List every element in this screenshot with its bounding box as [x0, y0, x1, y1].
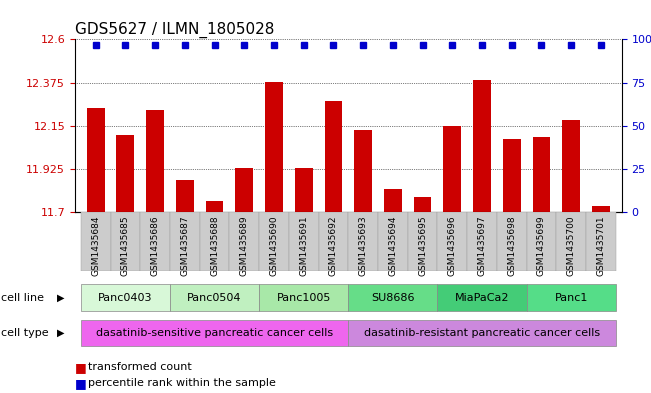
Text: Panc0403: Panc0403	[98, 293, 152, 303]
Bar	[378, 212, 408, 271]
Bar	[117, 135, 134, 212]
Text: GDS5627 / ILMN_1805028: GDS5627 / ILMN_1805028	[75, 22, 274, 38]
Text: dasatinib-sensitive pancreatic cancer cells: dasatinib-sensitive pancreatic cancer ce…	[96, 328, 333, 338]
Bar	[473, 80, 491, 212]
Text: GSM1435690: GSM1435690	[270, 215, 279, 276]
Text: GSM1435699: GSM1435699	[537, 215, 546, 276]
Bar	[467, 212, 497, 271]
Text: GSM1435694: GSM1435694	[389, 215, 397, 275]
Bar	[557, 212, 586, 271]
Bar	[206, 201, 223, 212]
Bar	[437, 285, 527, 311]
Text: transformed count: transformed count	[88, 362, 191, 373]
Text: GSM1435700: GSM1435700	[566, 215, 575, 276]
Bar	[503, 139, 521, 212]
Text: dasatinib-resistant pancreatic cancer cells: dasatinib-resistant pancreatic cancer ce…	[364, 328, 600, 338]
Bar	[146, 110, 164, 212]
Bar	[87, 108, 105, 212]
Bar	[200, 212, 229, 271]
Text: Panc1005: Panc1005	[277, 293, 331, 303]
Text: GSM1435698: GSM1435698	[507, 215, 516, 276]
Text: ■: ■	[75, 361, 87, 374]
Bar	[229, 212, 259, 271]
Text: GSM1435687: GSM1435687	[180, 215, 189, 276]
Text: GSM1435697: GSM1435697	[478, 215, 486, 276]
Bar	[265, 82, 283, 212]
Bar	[295, 168, 312, 212]
Bar	[111, 212, 140, 271]
Text: GSM1435701: GSM1435701	[596, 215, 605, 276]
Bar	[562, 120, 580, 212]
Bar	[413, 197, 432, 212]
Bar	[81, 285, 170, 311]
Bar	[348, 320, 616, 346]
Text: ■: ■	[75, 376, 87, 390]
Text: GSM1435688: GSM1435688	[210, 215, 219, 276]
Bar	[324, 101, 342, 212]
Bar	[170, 212, 200, 271]
Text: Panc1: Panc1	[555, 293, 588, 303]
Text: cell line: cell line	[1, 293, 44, 303]
Bar	[527, 212, 557, 271]
Bar	[289, 212, 318, 271]
Bar	[443, 126, 461, 212]
Text: GSM1435693: GSM1435693	[359, 215, 368, 276]
Bar	[527, 285, 616, 311]
Bar	[348, 212, 378, 271]
Text: ▶: ▶	[57, 328, 64, 338]
Bar	[384, 189, 402, 212]
Text: GSM1435692: GSM1435692	[329, 215, 338, 275]
Bar	[81, 212, 111, 271]
Bar	[354, 130, 372, 212]
Text: GSM1435695: GSM1435695	[418, 215, 427, 276]
Bar	[259, 212, 289, 271]
Bar	[592, 206, 610, 212]
Text: GSM1435684: GSM1435684	[91, 215, 100, 275]
Text: percentile rank within the sample: percentile rank within the sample	[88, 378, 276, 388]
Bar	[259, 285, 348, 311]
Bar	[81, 320, 348, 346]
Bar	[586, 212, 616, 271]
Text: GSM1435691: GSM1435691	[299, 215, 308, 276]
Bar	[140, 212, 170, 271]
Text: cell type: cell type	[1, 328, 48, 338]
Text: GSM1435685: GSM1435685	[121, 215, 130, 276]
Text: MiaPaCa2: MiaPaCa2	[455, 293, 509, 303]
Text: Panc0504: Panc0504	[187, 293, 242, 303]
Text: SU8686: SU8686	[371, 293, 415, 303]
Bar	[348, 285, 437, 311]
Bar	[408, 212, 437, 271]
Text: GSM1435686: GSM1435686	[150, 215, 159, 276]
Bar	[236, 168, 253, 212]
Bar	[176, 180, 194, 212]
Bar	[497, 212, 527, 271]
Bar	[170, 285, 259, 311]
Bar	[437, 212, 467, 271]
Bar	[318, 212, 348, 271]
Text: GSM1435689: GSM1435689	[240, 215, 249, 276]
Bar	[533, 137, 550, 212]
Text: ▶: ▶	[57, 293, 64, 303]
Text: GSM1435696: GSM1435696	[448, 215, 457, 276]
